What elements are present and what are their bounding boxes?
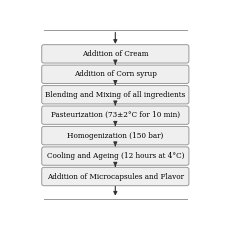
Text: Homogenization (150 bar): Homogenization (150 bar) bbox=[67, 132, 164, 140]
Text: Cooling and Ageing (12 hours at 4°C): Cooling and Ageing (12 hours at 4°C) bbox=[47, 152, 184, 160]
FancyBboxPatch shape bbox=[42, 45, 189, 63]
FancyBboxPatch shape bbox=[42, 167, 189, 186]
Text: Pasteurization (73±2°C for 10 min): Pasteurization (73±2°C for 10 min) bbox=[51, 111, 180, 119]
FancyBboxPatch shape bbox=[42, 65, 189, 83]
FancyBboxPatch shape bbox=[42, 106, 189, 124]
Text: Addition of Corn syrup: Addition of Corn syrup bbox=[74, 70, 157, 78]
Text: Addition of Microcapsules and Flavor: Addition of Microcapsules and Flavor bbox=[47, 173, 184, 180]
Text: Addition of Cream: Addition of Cream bbox=[82, 50, 148, 58]
Text: Blending and Mixing of all ingredients: Blending and Mixing of all ingredients bbox=[45, 91, 185, 99]
FancyBboxPatch shape bbox=[42, 86, 189, 104]
FancyBboxPatch shape bbox=[42, 126, 189, 145]
FancyBboxPatch shape bbox=[42, 147, 189, 165]
